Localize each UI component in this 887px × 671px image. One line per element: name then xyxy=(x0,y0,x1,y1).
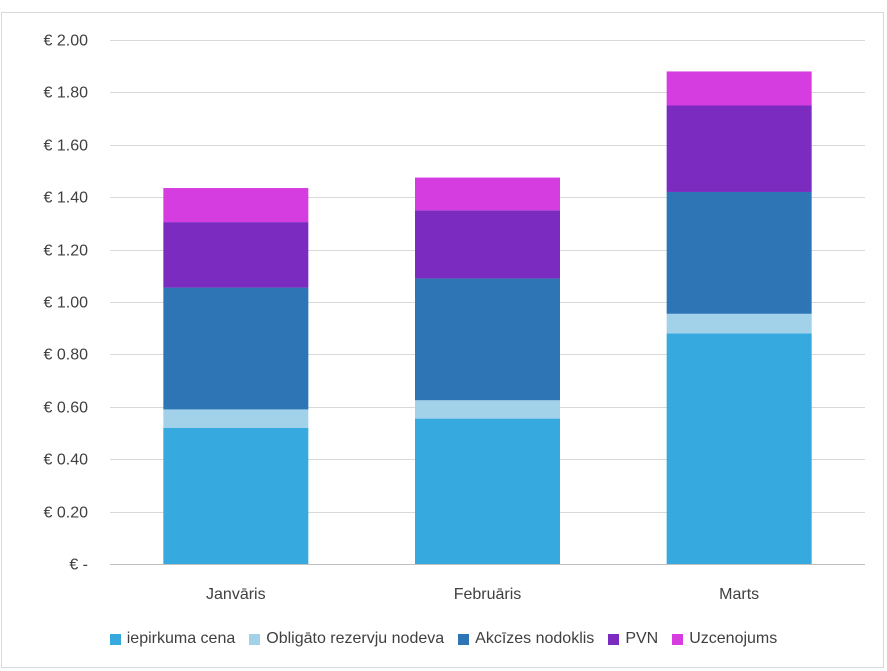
bar-segment xyxy=(415,418,560,564)
bar-segment xyxy=(666,313,812,334)
bar-segment xyxy=(163,222,309,288)
y-tick-label: € 1.80 xyxy=(44,85,89,102)
y-tick-label: € 1.60 xyxy=(44,138,89,155)
bar-segment xyxy=(163,427,309,564)
bar-segment xyxy=(163,409,309,428)
bar-segment xyxy=(415,177,560,211)
x-axis-categories: Janvāris Februāris Marts xyxy=(206,586,759,603)
legend-label: Uzcenojums xyxy=(689,630,778,647)
y-tick-label: € 0.80 xyxy=(44,347,89,364)
x-category-label: Marts xyxy=(719,586,759,603)
legend-label: PVN xyxy=(625,630,659,647)
chart-legend: iepirkuma cena Obligāto rezervju nodeva Ak… xyxy=(0,630,887,648)
x-category-label: Februāris xyxy=(454,586,522,603)
y-axis-ticks: € - € 0.20 € 0.40 € 0.60 € 0.80 € 1.00 € 1.20 €… xyxy=(44,33,89,574)
legend-item: Obligāto rezervju nodeva xyxy=(249,630,444,648)
legend-swatch xyxy=(672,633,684,645)
bar-segment xyxy=(666,105,812,192)
bar-segment xyxy=(415,278,560,401)
bar-segment xyxy=(163,287,309,410)
y-tick-label: € 0.20 xyxy=(44,505,89,522)
y-tick-label: € 2.00 xyxy=(44,33,89,50)
bar-segment xyxy=(666,191,812,314)
bars xyxy=(163,71,812,564)
legend-label: Akcīzes nodoklis xyxy=(475,630,595,647)
legend-label: Obligāto rezervju nodeva xyxy=(266,630,445,647)
legend-swatch xyxy=(608,633,620,645)
bar-segment xyxy=(666,333,812,564)
legend-swatch xyxy=(249,633,261,645)
legend-item: iepirkuma cena xyxy=(109,630,236,648)
bar-segment xyxy=(163,188,309,223)
legend-swatch xyxy=(458,633,470,645)
legend-swatch xyxy=(109,633,121,645)
bar-segment xyxy=(415,210,560,279)
legend-label: iepirkuma cena xyxy=(126,630,236,647)
y-tick-label: € 0.60 xyxy=(44,400,89,417)
y-tick-label: € - xyxy=(69,557,88,574)
legend-item: PVN xyxy=(608,630,658,648)
y-tick-label: € 1.00 xyxy=(44,295,89,312)
bar-segment xyxy=(415,400,560,419)
legend-item: Uzcenojums xyxy=(672,630,777,648)
y-tick-label: € 1.20 xyxy=(44,243,89,260)
bar-segment xyxy=(666,71,812,106)
y-tick-label: € 1.40 xyxy=(44,190,89,207)
x-category-label: Janvāris xyxy=(206,586,266,603)
legend-item: Akcīzes nodoklis xyxy=(458,630,594,648)
y-tick-label: € 0.40 xyxy=(44,452,89,469)
